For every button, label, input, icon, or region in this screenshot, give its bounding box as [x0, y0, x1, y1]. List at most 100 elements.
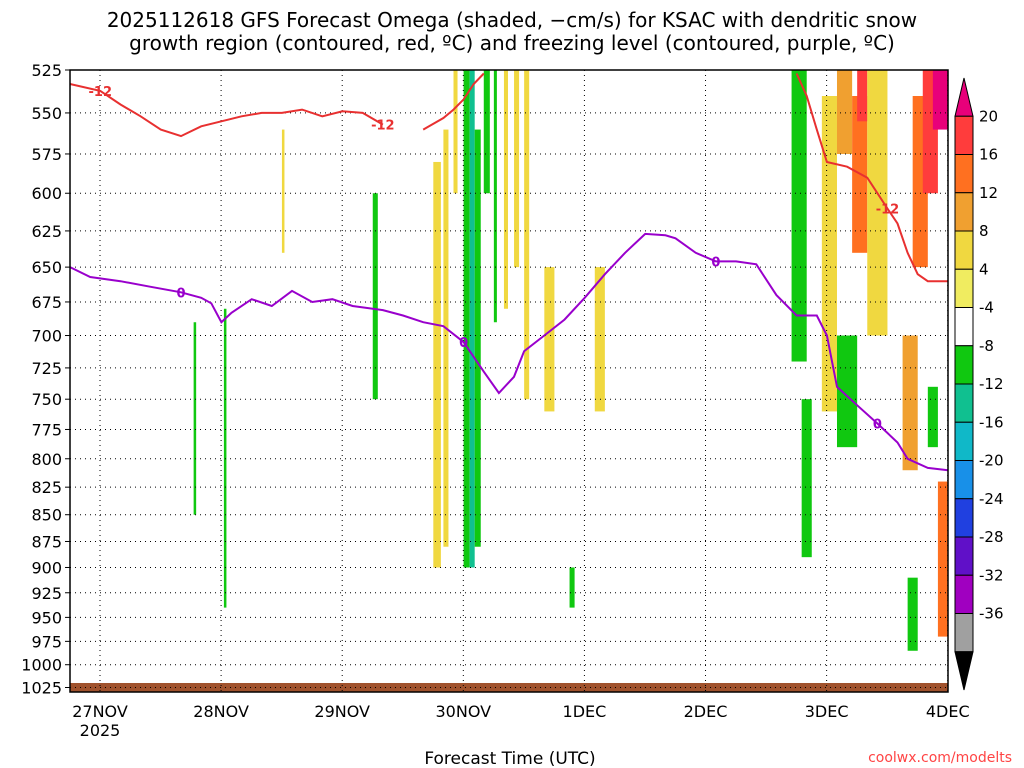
omega-cell-29 [932, 70, 948, 130]
omega-cell-16 [569, 567, 575, 608]
x-tick-sublabel-0: 2025 [80, 721, 121, 740]
colorbar-segment-6 [954, 307, 974, 347]
y-tick-label-10: 775 [31, 420, 62, 439]
freezing-level-contour-label-3: 0 [873, 417, 882, 432]
y-tick-label-12: 825 [31, 478, 62, 497]
omega-cell-18 [791, 70, 807, 362]
y-tick-label-13: 850 [31, 506, 62, 525]
dgz-bottom-contour-label-0: -12 [876, 203, 900, 218]
freezing-level-contour-label-2: 0 [711, 255, 720, 270]
colorbar-segment-14 [954, 613, 974, 653]
omega-cell-15 [544, 267, 555, 412]
y-tick-label-5: 650 [31, 258, 62, 277]
x-tick-label-7: 4DEC [926, 702, 970, 721]
colorbar-segment-11 [954, 498, 974, 538]
omega-cell-4 [483, 70, 490, 194]
omega-cell-17 [594, 267, 605, 412]
omega-cell-26 [902, 335, 918, 471]
x-tick-label-1: 28NOV [193, 702, 249, 721]
colorbar-label-4: 4 [979, 260, 989, 278]
x-tick-label-5: 2DEC [684, 702, 728, 721]
y-tick-label-15: 900 [31, 558, 62, 577]
colorbar: 20 16 12 8 4 -4 -8 -12 -16 -20 -24 -28 -32 -36 [954, 77, 1004, 691]
y-tick-label-8: 725 [31, 359, 62, 378]
omega-cell-25 [801, 399, 812, 558]
omega-cell-11 [372, 193, 378, 400]
colorbar-segment-8 [954, 383, 974, 423]
colorbar-segment-9 [954, 421, 974, 461]
y-axis: 525 550 575 600 625 650 675 700 725 750 775 800 825 8… [21, 61, 70, 698]
omega-cell-30 [937, 481, 948, 637]
dgz-bottom-contour [795, 73, 948, 283]
colorbar-segment-13 [954, 574, 974, 614]
omega-cell-12 [223, 308, 227, 608]
x-tick-label-2: 29NOV [314, 702, 370, 721]
colorbar-segment-4 [954, 230, 974, 270]
colorbar-label-1: 16 [979, 146, 998, 164]
colorbar-label-13: -36 [979, 605, 1004, 623]
credit-text: coolwx.com/modelts [868, 750, 1012, 766]
x-tick-label-6: 3DEC [805, 702, 849, 721]
dgz-top-contour [69, 83, 384, 138]
omega-cell-22 [857, 70, 868, 122]
freezing-level-contour [69, 232, 949, 472]
colorbar-label-7: -12 [979, 375, 1004, 393]
y-tick-label-19: 1000 [21, 656, 62, 675]
omega-cell-7 [514, 70, 520, 268]
colorbar-label-12: -32 [979, 566, 1004, 584]
colorbar-label-11: -28 [979, 528, 1004, 546]
omega-cell-24 [836, 335, 858, 448]
y-tick-label-11: 800 [31, 450, 62, 469]
omega-cell-23 [867, 70, 888, 336]
colorbar-label-6: -8 [979, 337, 994, 355]
colorbar-segment-3 [954, 192, 974, 232]
y-tick-label-3: 600 [31, 184, 62, 203]
dgz-top-contour-2 [422, 72, 485, 131]
colorbar-label-0: 20 [979, 107, 998, 125]
colorbar-label-8: -16 [979, 413, 1004, 431]
y-tick-label-9: 750 [31, 390, 62, 409]
surface-ground-band [70, 682, 948, 692]
colorbar-label-5: -4 [979, 299, 994, 317]
omega-cell-2 [469, 70, 475, 568]
omega-cell-9 [433, 161, 441, 568]
omega-cell-13 [193, 322, 197, 515]
plot-frame [69, 69, 949, 693]
colorbar-label-3: 8 [979, 222, 989, 240]
x-axis-title: Forecast Time (UTC) [424, 749, 595, 768]
colorbar-label-2: 12 [979, 184, 998, 202]
omega-cell-5 [493, 70, 497, 323]
colorbar-segment-1 [954, 115, 974, 155]
x-tick-label-3: 30NOV [436, 702, 492, 721]
y-tick-label-18: 975 [31, 632, 62, 651]
plot-area: 0 0 0 0 -12 -12 -12 [69, 69, 949, 693]
chart-title-line-1: 2025112618 GFS Forecast Omega (shaded, −… [107, 8, 917, 32]
freezing-level-contour-label-1: 0 [459, 336, 468, 351]
colorbar-label-10: -24 [979, 490, 1004, 508]
omega-cell-20 [836, 70, 853, 154]
chart-title-line-2: growth region (contoured, red, ºC) and f… [129, 31, 895, 55]
omega-cell-0 [453, 70, 458, 194]
omega-cell-1 [463, 70, 470, 568]
omega-cell-10 [443, 129, 449, 547]
colorbar-segment-10 [954, 460, 974, 500]
y-tick-label-14: 875 [31, 532, 62, 551]
y-tick-label-16: 925 [31, 584, 62, 603]
colorbar-segment-12 [954, 536, 974, 576]
colorbar-label-9: -20 [979, 452, 1004, 470]
colorbar-segment-0 [954, 77, 974, 117]
colorbar-segment-7 [954, 345, 974, 385]
dgz-top-contour-label-0: -12 [89, 85, 113, 100]
colorbar-segment-15 [954, 651, 974, 691]
y-tick-label-17: 950 [31, 608, 62, 627]
y-tick-label-7: 700 [31, 327, 62, 346]
x-tick-label-0: 27NOV [72, 702, 128, 721]
colorbar-segment-2 [954, 154, 974, 194]
omega-cell-6 [503, 70, 508, 309]
y-tick-label-0: 525 [31, 61, 62, 80]
freezing-level-contour-label-0: 0 [176, 286, 185, 301]
omega-cell-14 [281, 129, 285, 253]
colorbar-segment-5 [954, 268, 974, 308]
